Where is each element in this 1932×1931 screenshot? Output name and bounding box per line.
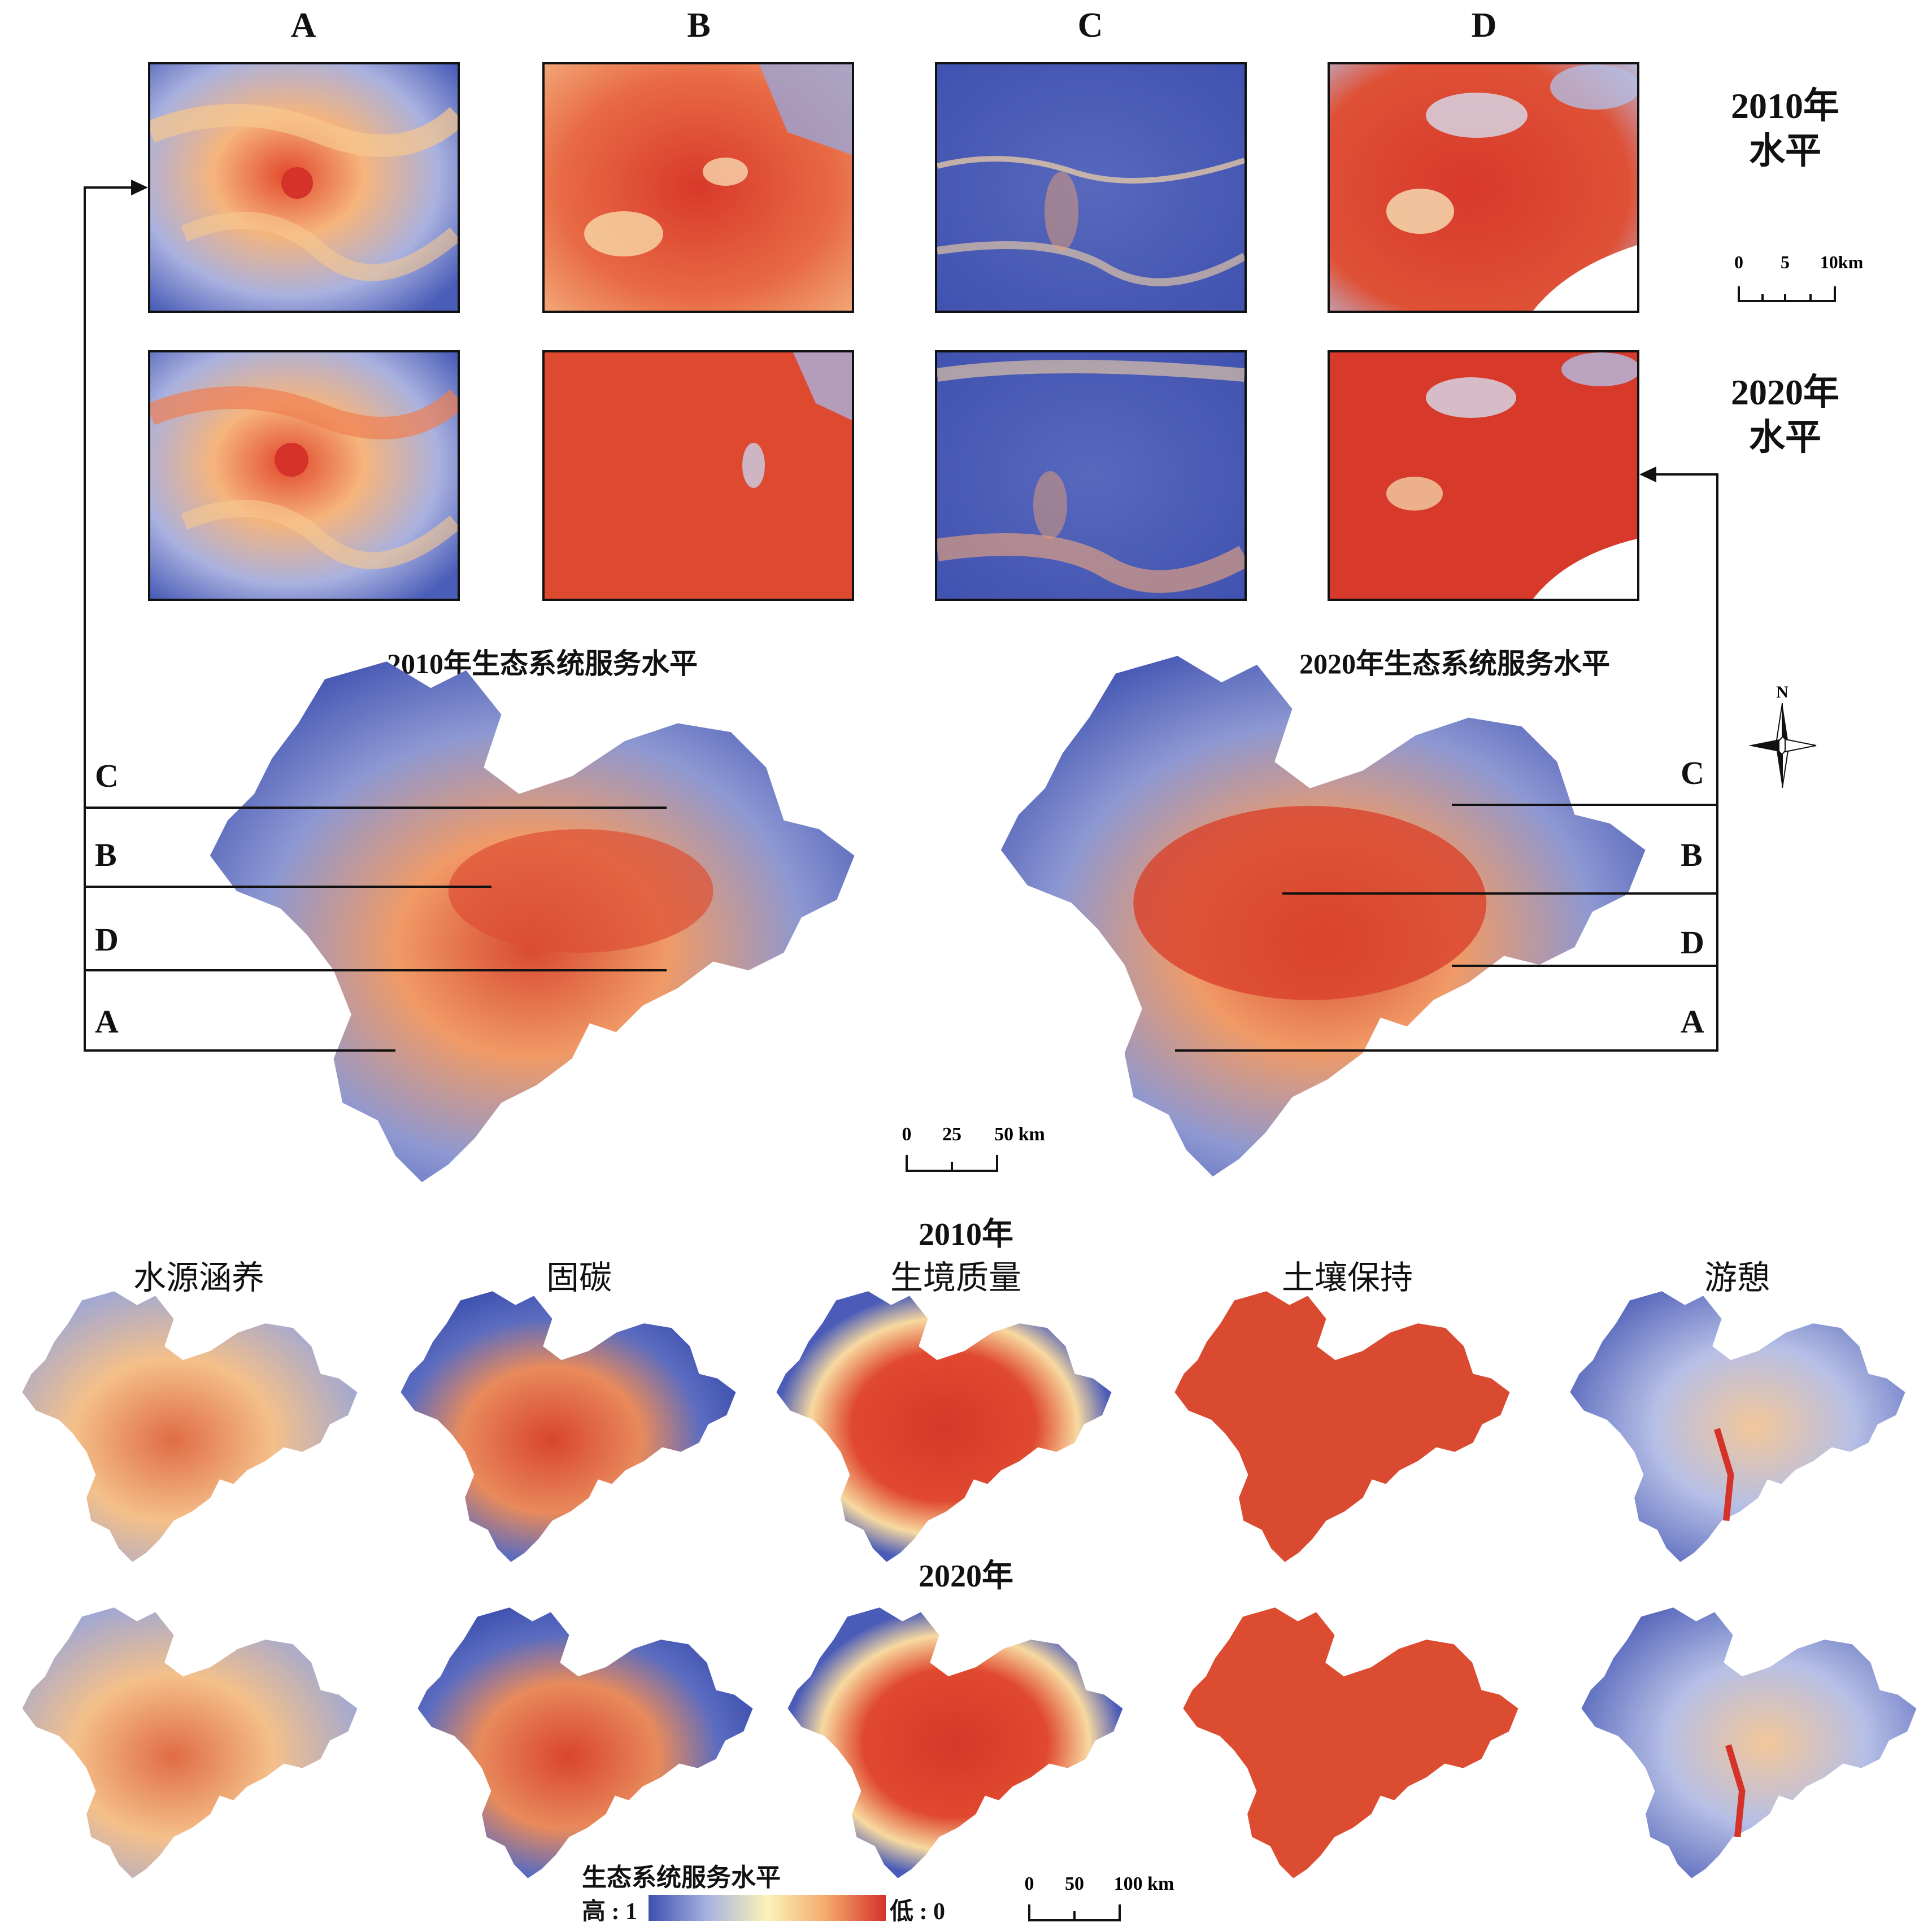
main-scale-bar: 0 25 50 km <box>902 1124 1045 1172</box>
map-title-2020: 2020年生态系统服务水平 <box>1299 648 1610 679</box>
scale-tick-label: 50 <box>1065 1873 1084 1894</box>
level-text: 水平 <box>1749 417 1821 457</box>
service-soil: 土壤保持 <box>1281 1258 1413 1297</box>
soil-map-2010 <box>1174 1291 1510 1562</box>
legend-high-label: 高 : 1 <box>582 1899 637 1925</box>
north-label: N <box>1776 683 1789 701</box>
service-recreation: 游憩 <box>1704 1258 1770 1297</box>
scale-tick-label: 0 <box>902 1124 912 1145</box>
scale-tick-label: 0 <box>1025 1873 1034 1894</box>
band-label-b-left: B <box>95 836 117 873</box>
service-year-2010: 2010年 <box>919 1217 1013 1252</box>
habitat-map-2010 <box>776 1291 1112 1562</box>
inset-scale-bar: 0 5 10km <box>1734 252 1864 302</box>
habitat-map-2020 <box>787 1607 1123 1878</box>
inset-b-2020 <box>542 350 854 601</box>
map-title-2010: 2010年生态系统服务水平 <box>387 648 698 679</box>
inset-c-2020 <box>935 350 1247 601</box>
recreation-map-2010 <box>1570 1291 1905 1562</box>
band-label-a-right: A <box>1681 1003 1704 1040</box>
band-label-c-left: C <box>95 757 119 794</box>
inset-a-2020 <box>148 350 460 601</box>
service-carbon: 固碳 <box>546 1258 612 1297</box>
bottom-scale-bar: 0 50 100 km <box>1025 1873 1174 1921</box>
band-label-b-right: B <box>1681 836 1703 873</box>
inset-c-2010 <box>935 62 1247 313</box>
scale-tick-label: 0 <box>1734 252 1743 272</box>
year-text: 2020年 <box>1731 372 1839 412</box>
main-map-2020 <box>1000 656 1646 1177</box>
carbon-map-2020 <box>417 1607 753 1878</box>
service-habitat: 生境质量 <box>890 1258 1021 1297</box>
band-label-d-left: D <box>95 921 119 958</box>
water-map-2020 <box>22 1607 358 1878</box>
band-label-d-right: D <box>1681 924 1704 961</box>
column-label-d: D <box>1471 6 1497 45</box>
legend-title: 生态系统服务水平 <box>582 1864 781 1891</box>
band-label-c-right: C <box>1681 755 1704 791</box>
scale-tick-label: 50 km <box>994 1124 1045 1145</box>
inset-year-2010: 2010年 水平 <box>1712 84 1859 174</box>
scale-tick-label: 100 km <box>1114 1873 1174 1894</box>
recreation-map-2020 <box>1581 1607 1917 1878</box>
inset-a-2010 <box>148 62 460 313</box>
inset-year-2020: 2020年 水平 <box>1712 370 1859 460</box>
inset-d-2010 <box>1328 62 1639 313</box>
legend-color-ramp <box>649 1895 886 1921</box>
service-water: 水源涵养 <box>133 1258 264 1297</box>
north-arrow-icon: N <box>1748 683 1817 788</box>
carbon-map-2010 <box>401 1291 736 1562</box>
inset-d-2020 <box>1328 350 1639 601</box>
legend-low-label: 低 : 0 <box>890 1899 945 1925</box>
year-text: 2010年 <box>1731 86 1839 126</box>
scale-tick-label: 5 <box>1781 252 1790 272</box>
level-text: 水平 <box>1749 131 1821 171</box>
main-map-2010 <box>210 661 855 1183</box>
band-label-a-left: A <box>95 1003 119 1040</box>
soil-map-2020 <box>1183 1607 1518 1878</box>
service-year-2020: 2020年 <box>919 1559 1013 1594</box>
column-label-a: A <box>290 6 316 45</box>
water-map-2010 <box>22 1291 358 1562</box>
scale-tick-label: 10km <box>1820 252 1864 272</box>
inset-b-2010 <box>542 62 854 313</box>
scale-tick-label: 25 <box>942 1124 961 1145</box>
column-label-c: C <box>1077 6 1103 45</box>
column-label-b: B <box>687 6 711 45</box>
